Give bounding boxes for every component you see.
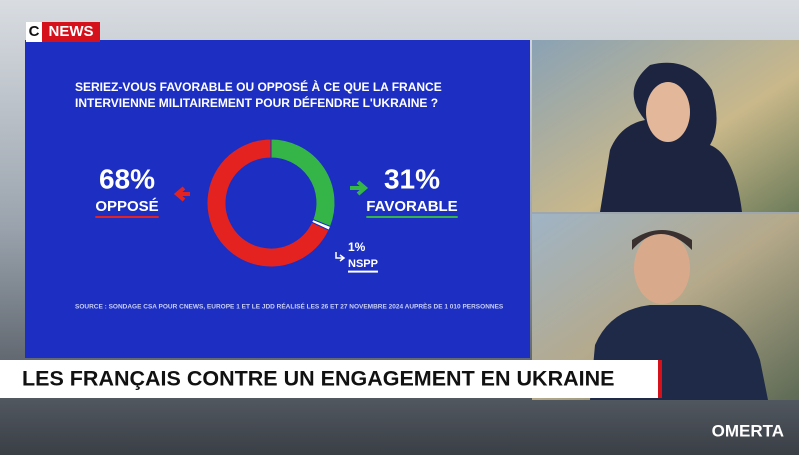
category-label: OPPOSÉ xyxy=(95,198,158,215)
watermark: OMERTA xyxy=(712,421,784,440)
logo-letter: C xyxy=(29,23,40,40)
category-label: NSPP xyxy=(348,258,378,270)
value-label: 1% xyxy=(348,240,366,254)
chart-panel xyxy=(25,40,530,358)
arrow xyxy=(335,252,346,262)
arrow xyxy=(350,180,369,196)
underline xyxy=(348,270,378,273)
value-label: 31% xyxy=(384,163,440,194)
headline: LES FRANÇAIS CONTRE UN ENGAGEMENT EN UKR… xyxy=(22,367,614,391)
logo-name: NEWS xyxy=(49,23,94,40)
logo-box xyxy=(26,22,42,42)
guest-hair xyxy=(632,230,692,250)
value-label: 68% xyxy=(99,163,155,194)
chart-title: INTERVIENNE MILITAIREMENT POUR DÉFENDRE … xyxy=(75,95,438,110)
underline xyxy=(95,216,159,218)
source: SOURCE : SONDAGE CSA POUR CNEWS, EUROPE … xyxy=(75,302,504,311)
category-label: FAVORABLE xyxy=(366,198,457,215)
underline xyxy=(366,216,458,218)
donut-segment xyxy=(206,138,330,268)
headline-bar xyxy=(0,360,658,398)
chart-title: SERIEZ-VOUS FAVORABLE OU OPPOSÉ À CE QUE… xyxy=(75,79,442,94)
guest-face xyxy=(634,232,690,304)
arrow xyxy=(173,186,190,202)
headline-accent xyxy=(658,360,662,398)
presenter-face xyxy=(646,82,690,142)
logo-box xyxy=(42,22,100,42)
